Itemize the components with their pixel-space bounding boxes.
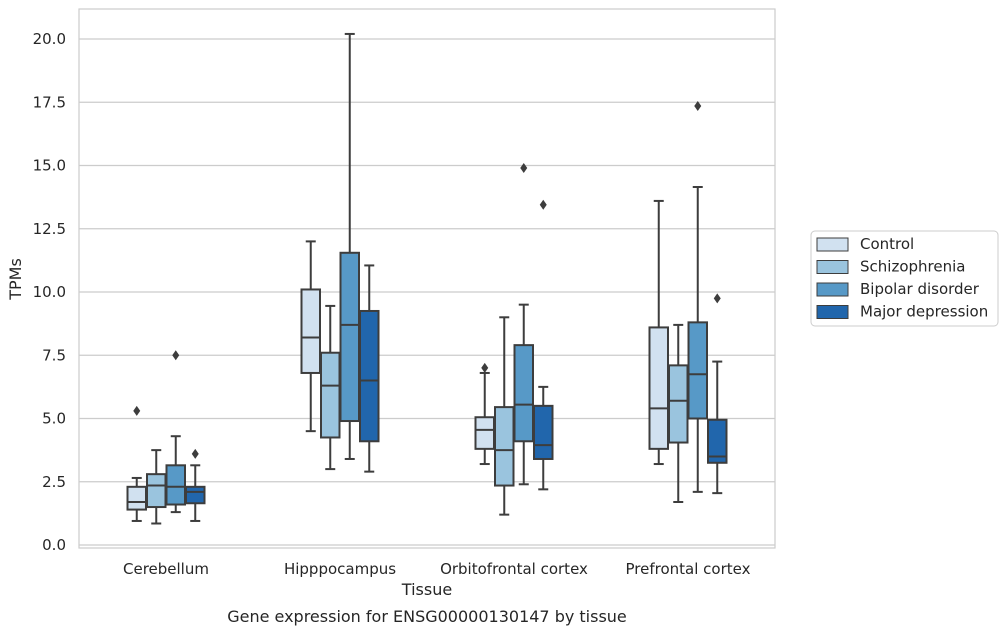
box-bipolar-disorder — [339, 32, 360, 460]
y-tick-label: 5.0 — [42, 410, 66, 428]
y-axis-label: TPMs — [6, 258, 25, 301]
box-bipolar-disorder — [513, 163, 534, 486]
box-control — [300, 240, 321, 433]
legend-label: Control — [860, 235, 914, 253]
box-iqr — [648, 326, 669, 450]
y-tick-label: 2.5 — [42, 473, 66, 491]
y-tick-label: 12.5 — [33, 220, 66, 238]
legend-frame — [810, 230, 999, 327]
box-iqr — [533, 404, 554, 460]
box-iqr — [668, 364, 689, 444]
box-bipolar-disorder — [165, 350, 186, 514]
y-tick-labels: 0.0 2.5 5.0 7.5 10.0 12.5 15.0 17.5 20.0 — [33, 30, 66, 554]
y-tick-label: 20.0 — [33, 30, 66, 48]
outlier-point — [539, 199, 547, 210]
outlier-point — [713, 293, 721, 304]
outlier-point — [481, 362, 489, 373]
x-tick-label: Orbitofrontal cortex — [440, 560, 588, 578]
y-tick-label: 15.0 — [33, 157, 66, 175]
outlier-point — [191, 448, 199, 459]
outlier-point — [694, 101, 702, 112]
box-iqr — [146, 473, 167, 509]
box-schizophrenia — [494, 316, 515, 516]
legend-swatch — [816, 260, 849, 274]
box-schizophrenia — [320, 304, 341, 471]
box-control — [126, 405, 147, 522]
outlier-point — [133, 405, 141, 416]
legend-swatch — [816, 305, 849, 319]
y-tick-label: 10.0 — [33, 283, 66, 301]
x-tick-labels: Cerebellum Hipppocampus Orbitofrontal cort… — [123, 560, 751, 578]
box-major-depression — [707, 293, 728, 495]
box-iqr — [687, 321, 708, 420]
chart-caption: Gene expression for ENSG00000130147 by t… — [227, 607, 627, 626]
legend-label: Major depression — [860, 303, 988, 321]
box-schizophrenia — [668, 323, 689, 503]
legend-label: Bipolar disorder — [860, 280, 980, 298]
x-axis-label: Tissue — [401, 580, 452, 599]
outlier-point — [520, 163, 528, 174]
y-tick-label: 7.5 — [42, 346, 66, 364]
legend-label: Schizophrenia — [860, 258, 965, 276]
box-series — [126, 32, 728, 525]
box-iqr — [300, 288, 321, 374]
x-tick-label: Cerebellum — [123, 560, 209, 578]
box-iqr — [185, 485, 206, 505]
box-iqr — [359, 309, 380, 443]
legend-swatch — [816, 282, 849, 297]
legend-swatch — [816, 237, 849, 252]
x-tick-label: Hipppocampus — [284, 560, 396, 578]
outlier-point — [172, 350, 180, 361]
x-tick-label: Prefrontal cortex — [626, 560, 751, 578]
box-iqr — [339, 251, 360, 423]
box-major-depression — [359, 264, 380, 473]
y-tick-label: 0.0 — [42, 536, 66, 554]
box-iqr — [165, 464, 186, 506]
box-schizophrenia — [146, 449, 167, 525]
box-iqr — [707, 418, 728, 464]
y-tick-label: 17.5 — [33, 93, 66, 111]
box-iqr — [513, 344, 534, 443]
box-iqr — [494, 406, 515, 487]
box-bipolar-disorder — [687, 101, 708, 493]
box-iqr — [474, 416, 495, 450]
box-major-depression — [533, 199, 554, 491]
legend: Control Schizophrenia Bipolar disorder Majo… — [810, 230, 999, 327]
box-major-depression — [185, 448, 206, 522]
box-iqr — [126, 485, 147, 511]
box-iqr — [320, 351, 341, 439]
